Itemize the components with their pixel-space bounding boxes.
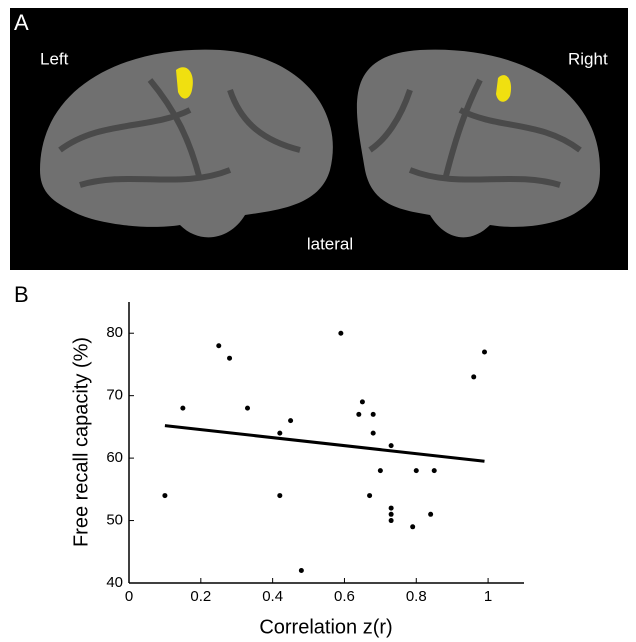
point: [471, 374, 476, 379]
point: [288, 418, 293, 423]
point: [277, 431, 282, 436]
panel-label: B: [14, 282, 29, 307]
x-tick-label: 1: [484, 588, 492, 605]
point: [389, 443, 394, 448]
panel-label: A: [14, 10, 29, 35]
x-tick-label: 0.8: [406, 588, 427, 605]
point: [371, 412, 376, 417]
x-tick-label: 0.6: [334, 588, 355, 605]
point: [410, 524, 415, 529]
point: [432, 468, 437, 473]
point: [389, 518, 394, 523]
point: [277, 493, 282, 498]
hemisphere-label: Right: [568, 49, 608, 68]
point: [428, 512, 433, 517]
point: [216, 343, 221, 348]
y-tick-label: 80: [106, 324, 123, 341]
point: [360, 399, 365, 404]
x-axis-label: Correlation z(r): [259, 616, 392, 638]
point: [299, 568, 304, 573]
point: [356, 412, 361, 417]
point: [482, 349, 487, 354]
x-tick-label: 0.2: [190, 588, 211, 605]
point: [180, 406, 185, 411]
point: [389, 506, 394, 511]
point: [389, 512, 394, 517]
y-axis-label: Free recall capacity (%): [70, 337, 92, 547]
y-tick-label: 40: [106, 574, 123, 591]
x-tick-label: 0: [125, 588, 133, 605]
point: [227, 356, 232, 361]
point: [371, 431, 376, 436]
point: [378, 468, 383, 473]
y-tick-label: 70: [106, 387, 123, 404]
fit-line: [165, 426, 485, 462]
point: [414, 468, 419, 473]
figure: A Left Right lateral B Correlation z(r) …: [0, 0, 636, 642]
y-tick-label: 60: [106, 449, 123, 466]
point: [162, 493, 167, 498]
point: [245, 406, 250, 411]
hemisphere-label: Left: [40, 49, 69, 68]
y-tick-label: 50: [106, 512, 123, 529]
point: [367, 493, 372, 498]
point: [338, 331, 343, 336]
x-tick-label: 0.4: [262, 588, 283, 605]
view-label: lateral: [307, 234, 353, 253]
